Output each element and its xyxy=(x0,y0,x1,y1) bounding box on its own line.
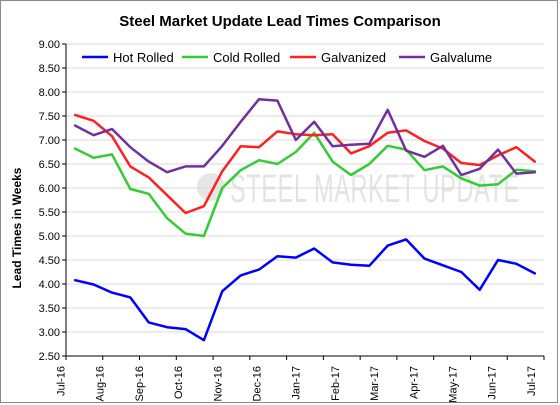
gridlines xyxy=(65,43,544,357)
y-tick-label: 5.50 xyxy=(39,207,60,219)
y-tick-label: 6.00 xyxy=(39,183,60,195)
y-tick-label: 6.50 xyxy=(39,159,60,171)
watermark-text: STEEL MARKET UPDATE xyxy=(230,167,520,211)
x-axis-ticks: Jul-16 Aug-16 Sep-16 Oct-16 Nov-16 Dec-16 Jan-… xyxy=(56,356,545,403)
x-tick-label: Nov-16 xyxy=(212,366,224,401)
y-tick-label: 8.50 xyxy=(39,63,60,75)
x-tick-label: Apr-17 xyxy=(408,366,420,399)
series-line-galvalume xyxy=(73,97,537,177)
y-axis-label: Lead Times in Weeks xyxy=(10,167,24,288)
x-tick-label: Aug-16 xyxy=(95,366,107,401)
x-tick-label: Mar-17 xyxy=(369,366,381,401)
y-tick-label: 3.50 xyxy=(39,303,60,315)
x-tick-label: May-17 xyxy=(448,366,460,403)
series-lines xyxy=(73,97,537,342)
x-tick-label: Dec-16 xyxy=(252,366,264,401)
chart-title: Steel Market Update Lead Times Compariso… xyxy=(119,13,440,30)
y-tick-label: 7.50 xyxy=(39,111,60,123)
y-axis-ticks: 2.50 3.00 3.50 4.00 4.50 5.00 5.50 6.00 6.50 7.00… xyxy=(39,39,66,363)
x-tick-label: Jul-17 xyxy=(526,366,538,396)
legend: Hot Rolled Cold Rolled Galvanized Galvalume xyxy=(82,50,492,65)
y-tick-label: 7.00 xyxy=(39,135,60,147)
series-line-cold-rolled xyxy=(73,131,537,238)
y-tick-label: 9.00 xyxy=(39,39,60,51)
legend-label: Galvanized xyxy=(321,50,386,65)
y-tick-label: 4.00 xyxy=(39,279,60,291)
series-line-galvanized xyxy=(73,113,537,215)
y-tick-label: 4.50 xyxy=(39,255,60,267)
x-tick-label: Jun-17 xyxy=(487,366,499,400)
watermark: STEEL MARKET UPDATE xyxy=(197,167,520,211)
x-tick-label: Sep-16 xyxy=(134,366,146,401)
y-tick-label: 8.00 xyxy=(39,87,60,99)
y-tick-label: 5.00 xyxy=(39,231,60,243)
legend-label: Galvalume xyxy=(430,50,492,65)
x-tick-label: Feb-17 xyxy=(330,366,342,401)
x-tick-label: Jan-17 xyxy=(291,366,303,400)
legend-label: Hot Rolled xyxy=(113,50,174,65)
x-tick-label: Jul-16 xyxy=(56,366,68,396)
legend-label: Cold Rolled xyxy=(213,50,280,65)
x-tick-label: Oct-16 xyxy=(173,366,185,399)
y-tick-label: 2.50 xyxy=(39,351,60,363)
series-line-hot-rolled xyxy=(73,238,537,342)
y-tick-label: 3.00 xyxy=(39,327,60,339)
